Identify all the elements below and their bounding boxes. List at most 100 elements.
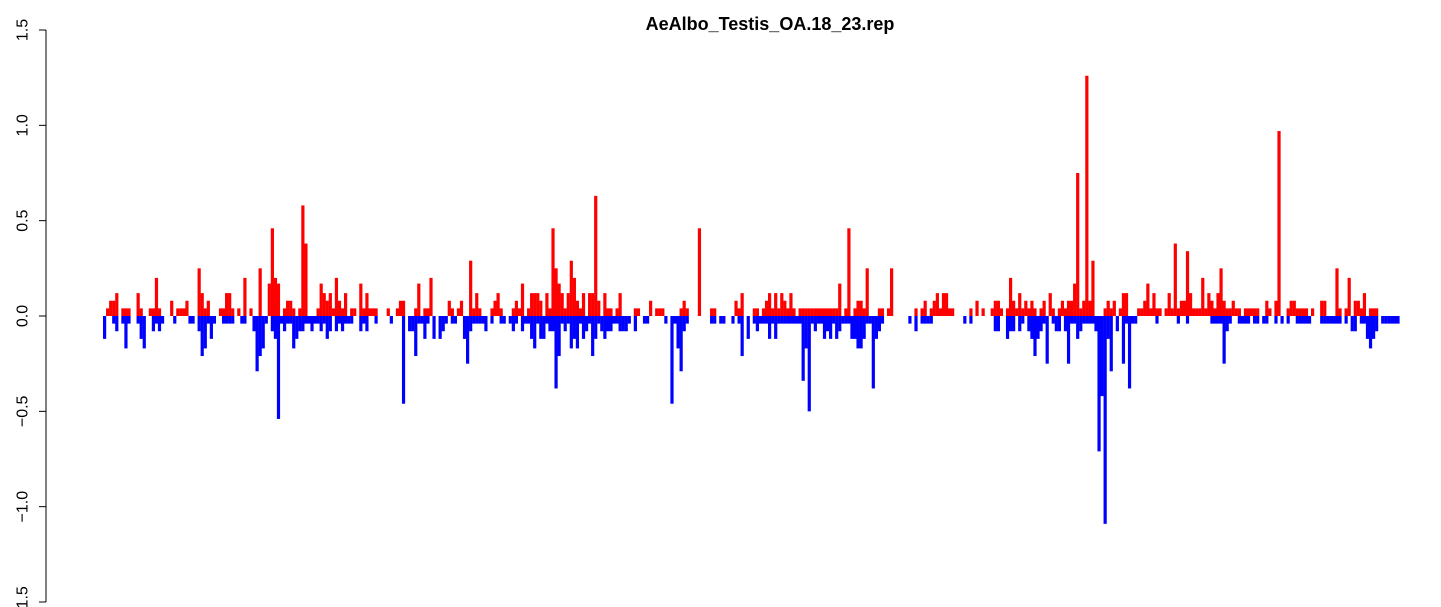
negative-bar — [1131, 316, 1135, 324]
positive-bar — [951, 308, 955, 316]
negative-bar — [350, 316, 354, 324]
positive-bar — [1158, 308, 1162, 316]
negative-bar — [1051, 316, 1055, 324]
negative-bar — [316, 316, 320, 324]
negative-bar — [606, 316, 610, 332]
positive-bar — [603, 293, 607, 316]
negative-bar — [554, 316, 558, 389]
positive-bar — [325, 300, 329, 316]
positive-bar — [560, 293, 564, 316]
positive-bar — [1039, 308, 1043, 316]
positive-bar — [771, 308, 775, 316]
positive-bar — [517, 308, 522, 316]
negative-bar — [1329, 316, 1333, 324]
negative-bar — [408, 316, 412, 332]
positive-bar — [450, 308, 454, 316]
negative-bar — [527, 316, 531, 324]
positive-bar — [1018, 293, 1022, 316]
negative-bar — [374, 316, 378, 324]
negative-bar — [1134, 316, 1138, 324]
negative-bar — [478, 316, 482, 324]
negative-bar — [1240, 316, 1245, 324]
positive-bar — [1057, 308, 1061, 316]
negative-bar — [603, 316, 607, 339]
negative-bar — [685, 316, 689, 324]
negative-bar — [923, 316, 927, 324]
positive-bar — [273, 277, 278, 316]
negative-bar — [731, 316, 735, 324]
negative-bar — [1381, 316, 1385, 324]
positive-bar — [185, 300, 189, 316]
positive-bar — [112, 300, 116, 316]
negative-bar — [325, 316, 329, 339]
negative-bar — [1243, 316, 1248, 324]
negative-bar — [1033, 316, 1037, 357]
positive-bar — [298, 308, 302, 316]
negative-bar — [243, 316, 247, 324]
negative-bar — [557, 316, 561, 357]
positive-bar — [414, 308, 418, 316]
negative-bar — [1362, 316, 1367, 324]
negative-bar — [334, 316, 339, 332]
negative-bar — [103, 316, 107, 339]
positive-bar — [1371, 308, 1376, 316]
positive-bar — [825, 308, 830, 316]
positive-bar — [151, 308, 156, 316]
negative-bar — [432, 316, 436, 339]
negative-bar — [1298, 316, 1302, 324]
negative-bar — [752, 316, 756, 324]
positive-bar — [1060, 300, 1065, 316]
negative-bar — [597, 316, 601, 324]
negative-bar — [993, 316, 997, 332]
positive-bar — [1164, 308, 1168, 316]
negative-bar — [1368, 316, 1373, 349]
negative-bar — [844, 316, 848, 324]
positive-bar — [789, 293, 793, 316]
positive-bar — [1179, 300, 1184, 316]
negative-bar — [1228, 316, 1232, 324]
positive-bar — [136, 293, 140, 316]
negative-bar — [1265, 316, 1269, 324]
negative-bar — [1237, 316, 1241, 324]
positive-bar — [1301, 308, 1306, 316]
positive-bar — [121, 308, 125, 316]
negative-bar — [206, 316, 210, 324]
negative-bar — [1185, 316, 1190, 324]
positive-bar — [124, 308, 128, 316]
negative-bar — [1012, 316, 1016, 332]
positive-bar — [990, 308, 994, 316]
positive-bar — [176, 308, 180, 316]
positive-bar — [343, 293, 348, 316]
positive-bar — [740, 293, 744, 316]
positive-bar — [1143, 300, 1147, 316]
positive-bar — [1338, 308, 1342, 316]
positive-bar — [1051, 308, 1055, 316]
negative-bar — [438, 316, 442, 339]
positive-bar — [829, 308, 833, 316]
negative-bar — [115, 316, 119, 332]
positive-bar — [777, 308, 781, 316]
positive-bar — [606, 308, 610, 316]
positive-bar — [768, 293, 772, 316]
negative-bar — [310, 316, 314, 332]
positive-bar — [737, 308, 741, 316]
negative-bar — [160, 316, 165, 324]
positive-bar — [938, 308, 943, 316]
negative-bar — [1280, 316, 1284, 324]
negative-bar — [761, 316, 766, 324]
negative-bar — [221, 316, 226, 324]
negative-bar — [279, 316, 284, 324]
positive-bar — [499, 308, 503, 316]
positive-bar — [813, 308, 817, 316]
positive-bar — [575, 300, 580, 316]
positive-bar — [1173, 243, 1177, 316]
positive-bar — [475, 293, 479, 316]
negative-bar — [414, 316, 418, 357]
negative-bar — [203, 316, 207, 349]
positive-bar — [1121, 293, 1126, 316]
negative-bar — [584, 316, 589, 332]
negative-bar — [874, 316, 878, 339]
negative-bar — [746, 316, 750, 339]
